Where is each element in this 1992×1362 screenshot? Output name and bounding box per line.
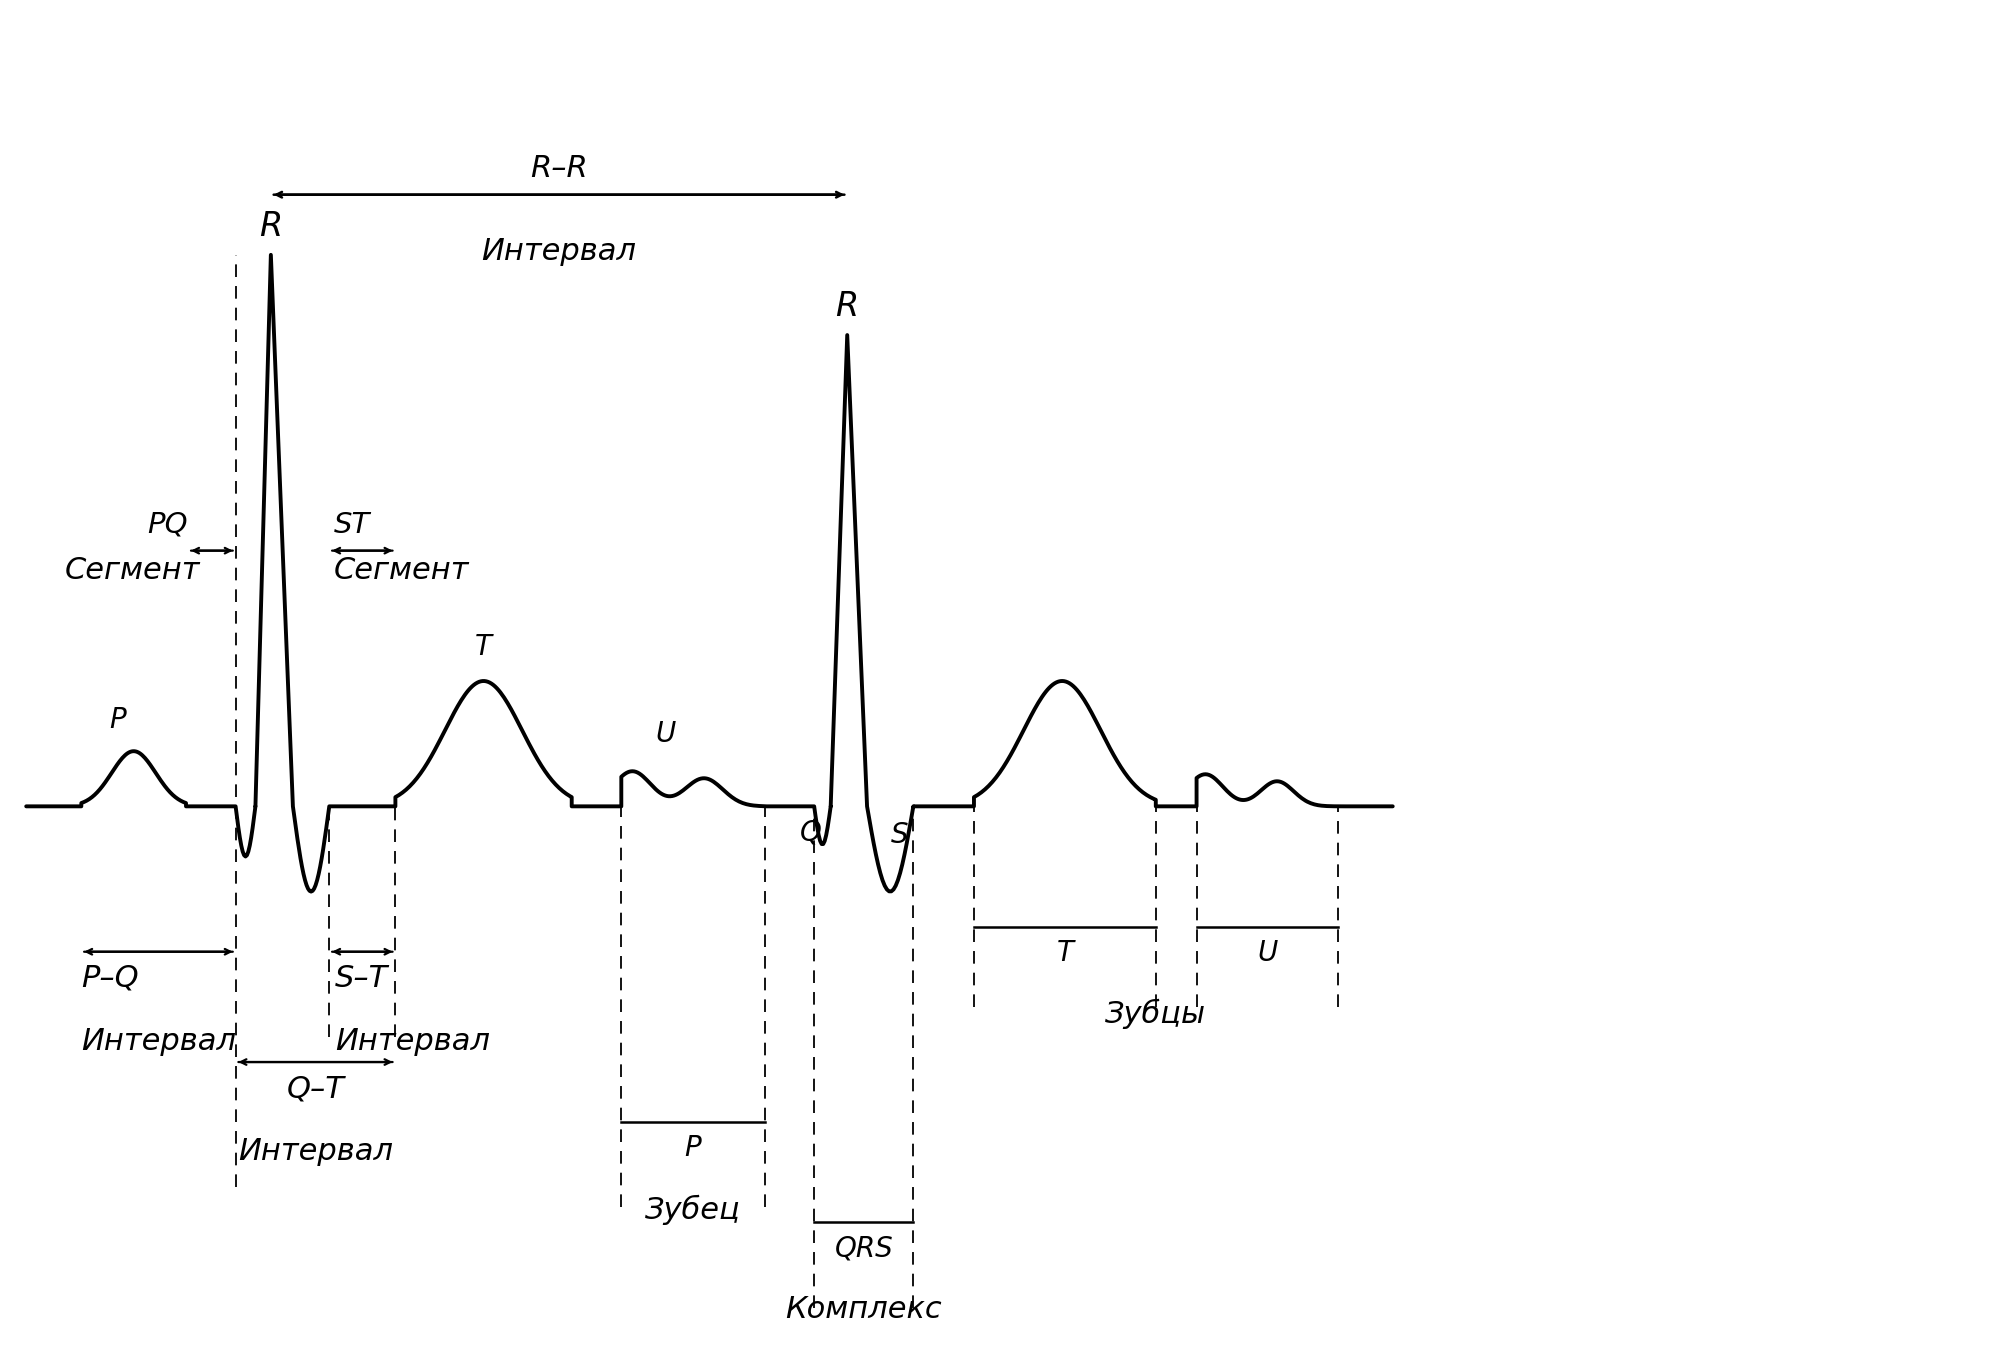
Text: QRS: QRS bbox=[835, 1234, 892, 1263]
Text: P–Q: P–Q bbox=[82, 964, 139, 993]
Text: Q–T: Q–T bbox=[287, 1075, 345, 1103]
Text: ST: ST bbox=[335, 511, 371, 538]
Text: P: P bbox=[110, 706, 125, 734]
Text: R: R bbox=[835, 290, 859, 323]
Text: U: U bbox=[655, 720, 675, 748]
Text: Интервал: Интервал bbox=[82, 1027, 237, 1056]
Text: R–R: R–R bbox=[530, 154, 588, 183]
Text: R: R bbox=[259, 210, 283, 242]
Text: Сегмент: Сегмент bbox=[335, 556, 470, 584]
Text: T: T bbox=[1056, 938, 1074, 967]
Text: Q: Q bbox=[801, 819, 823, 846]
Text: Интервал: Интервал bbox=[335, 1027, 490, 1056]
Text: Зубец: Зубец bbox=[645, 1194, 741, 1224]
Text: S–T: S–T bbox=[335, 964, 388, 993]
Text: Сегмент: Сегмент bbox=[66, 556, 201, 584]
Text: Комплекс: Комплекс bbox=[785, 1295, 942, 1324]
Text: S: S bbox=[890, 821, 908, 850]
Text: Зубцы: Зубцы bbox=[1106, 998, 1207, 1030]
Text: U: U bbox=[1257, 938, 1277, 967]
Text: P: P bbox=[685, 1135, 701, 1162]
Text: Интервал: Интервал bbox=[482, 237, 637, 266]
Text: T: T bbox=[474, 633, 492, 661]
Text: Интервал: Интервал bbox=[237, 1137, 392, 1166]
Text: PQ: PQ bbox=[147, 511, 187, 538]
